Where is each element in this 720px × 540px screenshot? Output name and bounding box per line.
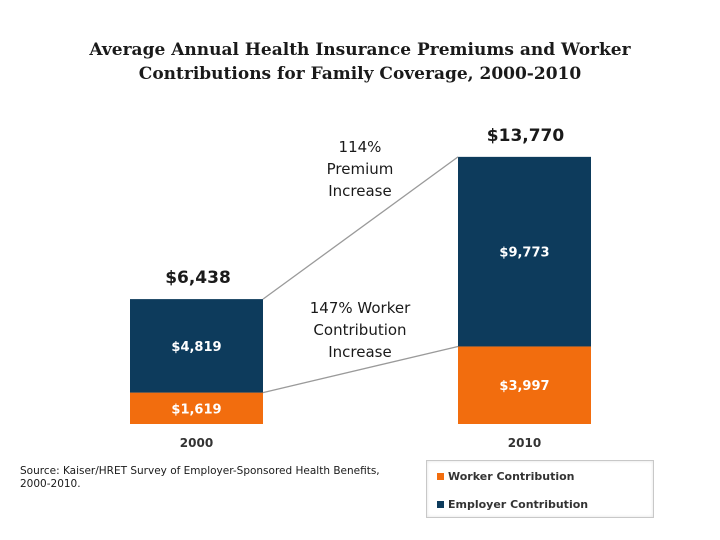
value-label-employer-2010: $9,773: [499, 246, 549, 261]
source-note: Source: Kaiser/HRET Survey of Employer-S…: [20, 465, 380, 490]
legend: Worker Contribution Employer Contributio…: [426, 460, 654, 518]
x-tick-label-2010: 2010: [508, 436, 541, 450]
bar-employer-2000: [130, 299, 263, 393]
annotation-worker-line-3: Increase: [328, 343, 391, 361]
bar-worker-2000: [130, 392, 263, 424]
legend-swatch-employer: [437, 501, 444, 508]
total-label-2000: $6,438: [165, 268, 231, 288]
chart-title: Average Annual Health Insurance Premiums…: [0, 38, 720, 86]
premium-connector-line: [262, 156, 459, 300]
legend-label-worker: Worker Contribution: [448, 470, 575, 483]
value-label-worker-2000: $1,619: [171, 402, 221, 417]
legend-item-employer: Employer Contribution: [437, 498, 588, 511]
bar-employer-2010: [458, 156, 591, 347]
bar-worker-2010: [458, 346, 591, 424]
annotation-worker-line-2: Contribution: [313, 321, 406, 339]
worker-connector-line: [262, 345, 459, 394]
annotation-premium-line-2: Premium: [327, 160, 394, 178]
chart-title-line-1: Average Annual Health Insurance Premiums…: [89, 40, 631, 60]
x-tick-label-2000: 2000: [180, 436, 213, 450]
annotation-worker-line-1: 147% Worker: [310, 299, 411, 317]
total-label-2010: $13,770: [487, 126, 565, 146]
legend-item-worker: Worker Contribution: [437, 470, 575, 483]
stacked-bar-chart: $1,619 $4,819 $6,438 2000 $3,997 $9,773 $13,77…: [130, 126, 591, 450]
annotation-premium-line-3: Increase: [328, 182, 391, 200]
value-label-worker-2010: $3,997: [499, 379, 549, 394]
legend-label-employer: Employer Contribution: [448, 498, 589, 511]
chart-title-line-2: Contributions for Family Coverage, 2000-…: [138, 64, 582, 84]
legend-swatch-worker: [437, 473, 444, 480]
value-label-employer-2000: $4,819: [171, 340, 221, 355]
annotation-premium-line-1: 114%: [339, 138, 382, 156]
